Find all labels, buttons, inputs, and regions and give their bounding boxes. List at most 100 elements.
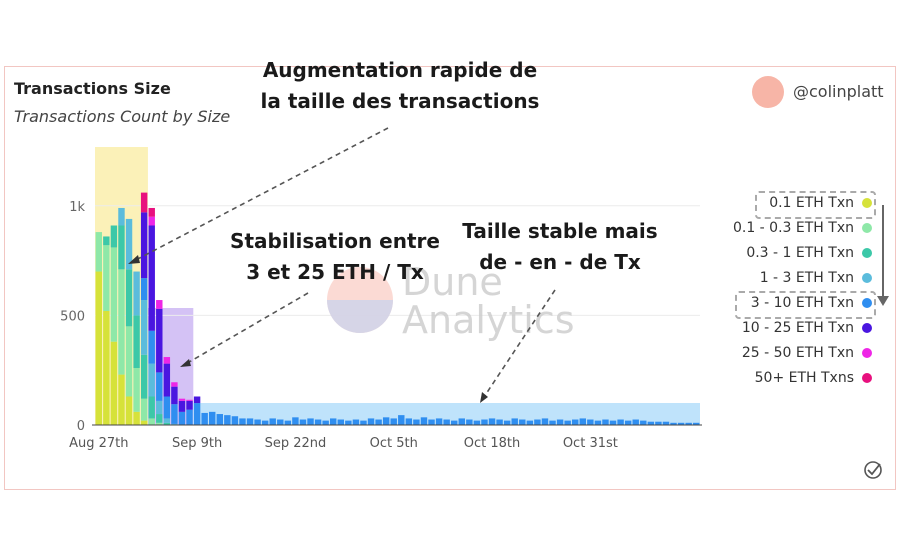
bar-segment xyxy=(148,396,155,419)
bar-segment xyxy=(140,420,148,425)
bar-segment xyxy=(118,374,125,425)
highlight-stable-size xyxy=(193,403,700,425)
bar-segment xyxy=(148,330,155,364)
check-icon[interactable] xyxy=(863,460,883,480)
bar-segment xyxy=(201,412,208,425)
bar-segment xyxy=(481,419,488,425)
bar-segment xyxy=(594,420,602,425)
bar-segment xyxy=(685,422,692,425)
bar-segment xyxy=(133,411,140,425)
legend-label: 1 - 3 ETH Txn xyxy=(759,270,854,286)
bar-segment xyxy=(677,422,685,425)
x-tick-label: Aug 27th xyxy=(69,436,128,451)
bar-segment xyxy=(231,416,239,425)
bar-segment xyxy=(118,207,125,226)
arrow-stabilization xyxy=(183,292,309,366)
annotation-stabilization-line-2: 3 et 25 ETH / Tx xyxy=(246,260,424,284)
bar-segment xyxy=(148,418,155,425)
arrow-head-stable-size xyxy=(480,392,488,403)
x-axis-ticks: Aug 27th Sep 9th Sep 22nd Oct 5th Oct 18th Oc… xyxy=(69,436,618,451)
bar-segment xyxy=(156,422,163,425)
y-tick-label: 0 xyxy=(77,419,85,434)
bar-segment xyxy=(148,207,155,217)
bar-segment xyxy=(103,245,110,311)
annotation-arrows xyxy=(131,127,884,401)
grid-lines xyxy=(95,205,700,316)
arrow-head-rapid-growth xyxy=(128,255,140,264)
annotation-stabilization-line-1: Stabilisation entre xyxy=(230,229,440,253)
legend-item[interactable]: 0.1 - 0.3 ETH Txn xyxy=(733,218,872,238)
legend-dot-icon xyxy=(862,248,872,258)
bar-segment xyxy=(572,419,579,425)
bar-segment xyxy=(148,363,155,397)
bar-segment xyxy=(390,418,397,425)
watermark-text-1: Dune xyxy=(402,260,503,304)
bars xyxy=(95,192,700,425)
bar-segment xyxy=(375,419,382,425)
author-avatar[interactable] xyxy=(752,76,784,108)
bar-segment xyxy=(428,419,435,425)
bar-segment xyxy=(261,420,269,425)
bar-segment xyxy=(693,422,700,425)
author-handle[interactable]: @colinplatt xyxy=(793,82,884,101)
bar-segment xyxy=(473,420,481,425)
bar-segment xyxy=(125,396,133,425)
bar-segment xyxy=(140,300,148,355)
bar-segment xyxy=(670,422,677,425)
legend-item[interactable]: 10 - 25 ETH Txn xyxy=(742,318,872,338)
bar-segment xyxy=(156,308,163,373)
bar-segment xyxy=(587,419,594,425)
bar-segment xyxy=(617,419,624,425)
legend-dot-icon xyxy=(862,348,872,358)
annotation-stable-size-line-1: Taille stable mais xyxy=(462,219,658,243)
bar-segment xyxy=(224,415,231,425)
bar-segment xyxy=(564,420,571,425)
bar-segment xyxy=(193,396,201,404)
legend-item[interactable]: 50+ ETH Txns xyxy=(755,368,872,388)
y-tick-label: 500 xyxy=(60,309,85,324)
bar-segment xyxy=(118,225,125,270)
bar-segment xyxy=(647,421,655,425)
legend-label: 0.1 - 0.3 ETH Txn xyxy=(732,220,854,236)
legend-label: 25 - 50 ETH Txn xyxy=(741,345,854,361)
bar-segment xyxy=(140,212,148,279)
bar-segment xyxy=(345,420,352,425)
bar-segment xyxy=(435,418,443,425)
annotation-rapid-growth-line-2: la taille des transactions xyxy=(260,89,540,113)
bar-segment xyxy=(496,419,503,425)
bar-segment xyxy=(156,372,163,401)
legend-item[interactable]: 3 - 10 ETH Txn xyxy=(751,293,872,313)
bar-segment xyxy=(307,418,314,425)
bar-segment xyxy=(140,192,148,213)
dune-analytics-watermark: Dune Analytics xyxy=(327,260,575,342)
x-tick-label: Sep 22nd xyxy=(265,436,327,451)
bar-segment xyxy=(337,419,344,425)
bar-segment xyxy=(420,417,428,425)
legend-item[interactable]: 25 - 50 ETH Txn xyxy=(742,343,872,363)
arrow-rapid-growth xyxy=(131,127,389,263)
legend-item[interactable]: 0.3 - 1 ETH Txn xyxy=(746,243,872,263)
bar-segment xyxy=(171,423,178,425)
bar-segment xyxy=(662,421,670,425)
bar-segment xyxy=(103,311,110,425)
legend-label: 10 - 25 ETH Txn xyxy=(741,320,854,336)
legend-arrow-head xyxy=(877,296,889,306)
annotation-stable-size-line-2: de - en - de Tx xyxy=(479,250,641,274)
legend-item[interactable]: 0.1 ETH Txn xyxy=(769,193,872,213)
bar-segment xyxy=(216,414,223,425)
arrow-head-stabilization xyxy=(180,359,191,367)
bar-segment xyxy=(292,417,299,425)
bar-segment xyxy=(624,420,632,425)
bar-segment xyxy=(186,400,193,410)
bar-segment xyxy=(118,269,125,375)
legend-label: 50+ ETH Txns xyxy=(754,370,854,386)
bar-segment xyxy=(526,420,534,425)
legend-label: 0.1 ETH Txn xyxy=(769,195,854,211)
x-tick-label: Oct 18th xyxy=(464,436,521,451)
bar-segment xyxy=(171,386,178,405)
bar-segment xyxy=(246,418,254,425)
legend-highlight-box-top xyxy=(755,191,876,219)
bar-segment xyxy=(503,420,511,425)
legend-item[interactable]: 1 - 3 ETH Txn xyxy=(760,268,872,288)
legend-label: 3 - 10 ETH Txn xyxy=(750,295,854,311)
